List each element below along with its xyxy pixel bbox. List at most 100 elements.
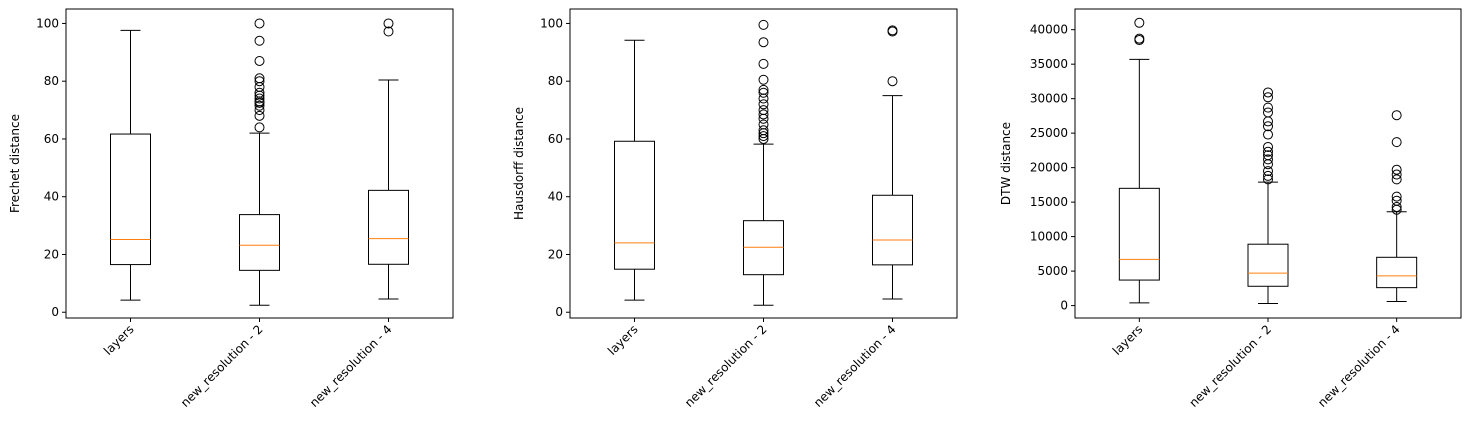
- outlier-point: [758, 125, 769, 136]
- outlier-point: [1263, 154, 1273, 165]
- outlier-point: [758, 131, 769, 142]
- box-3: [872, 25, 913, 300]
- box-1: [110, 29, 151, 301]
- outlier-point: [1391, 164, 1402, 175]
- outlier-point: [254, 18, 265, 29]
- outlier-point: [254, 110, 265, 121]
- outlier-point: [383, 18, 394, 29]
- y-tick-label: 40: [44, 190, 59, 204]
- outlier-point: [254, 93, 265, 104]
- y-tick-label: 60: [44, 132, 59, 146]
- outlier-point: [758, 74, 769, 85]
- box-2: [239, 18, 280, 306]
- chart-panel-3: 0 5000 10000 15000 20000 25000 30000 35000 40000…: [999, 8, 1462, 410]
- iqr-box: [1247, 243, 1289, 287]
- outlier-point: [758, 105, 769, 116]
- chart-panel-1: 0 20 40 60 80 100 layers new_resolution - 2 new_…: [8, 8, 454, 410]
- outlier-point: [254, 73, 265, 84]
- y-tick-label: 20: [548, 247, 563, 261]
- outlier-point: [758, 109, 769, 120]
- x-tick-label: new_resolution - 4: [811, 322, 899, 410]
- outlier-point: [254, 87, 265, 98]
- outlier-point: [1263, 174, 1273, 185]
- x-tick-label: new_resolution - 4: [307, 322, 395, 410]
- iqr-box: [1376, 256, 1418, 289]
- y-tick-label: 40: [548, 190, 563, 204]
- y-tick-label: 20000: [1030, 161, 1068, 175]
- outlier-point: [254, 55, 265, 66]
- y-tick-label: 5000: [1037, 264, 1068, 278]
- y-tick-label: 30000: [1030, 92, 1068, 106]
- y-tick-label: 35000: [1030, 57, 1068, 71]
- iqr-box: [614, 140, 655, 270]
- y-tick-label: 10000: [1030, 230, 1068, 244]
- iqr-box: [872, 194, 913, 266]
- y-tick-label: 100: [540, 16, 563, 30]
- y-axis-label: Hausdorff distance: [512, 107, 526, 220]
- box-3: [368, 18, 409, 300]
- outlier-point: [1391, 191, 1402, 202]
- outlier-point: [1391, 195, 1402, 206]
- box-1: [1118, 17, 1160, 304]
- box-1: [614, 39, 655, 301]
- x-tick-label: new_resolution - 4: [1315, 322, 1403, 410]
- outlier-point: [254, 100, 265, 111]
- y-axis-label: DTW distance: [999, 122, 1013, 205]
- outlier-point: [1263, 150, 1273, 161]
- outlier-point: [1391, 169, 1402, 180]
- outlier-point: [1391, 110, 1402, 121]
- outlier-point: [1263, 170, 1273, 181]
- x-tick-label: layers: [101, 322, 137, 358]
- y-tick-label: 0: [555, 305, 563, 319]
- chart-panel-2: 0 20 40 60 80 100 layers new_resolution - 2 new_…: [512, 8, 958, 410]
- iqr-box: [368, 189, 409, 265]
- y-tick-label: 80: [548, 74, 563, 88]
- outlier-point: [1263, 146, 1273, 157]
- box-3: [1376, 110, 1418, 302]
- outlier-point: [1263, 166, 1273, 177]
- outlier-point: [1391, 137, 1402, 148]
- outlier-point: [1263, 107, 1273, 118]
- outlier-point: [887, 76, 898, 87]
- outlier-point: [1134, 17, 1145, 28]
- outlier-point: [758, 84, 769, 95]
- y-tick-label: 15000: [1030, 195, 1068, 209]
- y-tick-label: 0: [1060, 299, 1068, 313]
- x-tick-label: new_resolution - 2: [178, 322, 266, 410]
- outlier-point: [758, 87, 769, 98]
- outlier-point: [758, 19, 769, 30]
- axes-frame: [1074, 8, 1462, 319]
- x-tick-label: new_resolution - 2: [1186, 322, 1274, 410]
- outlier-point: [254, 122, 265, 133]
- y-axis-label: Frechet distance: [8, 114, 22, 213]
- y-tick-label: 100: [36, 16, 59, 30]
- iqr-box: [1118, 187, 1160, 281]
- outlier-point: [1263, 129, 1273, 140]
- outlier-point: [758, 37, 769, 48]
- box-2: [743, 19, 784, 306]
- y-tick-label: 25000: [1030, 126, 1068, 140]
- outlier-point: [1263, 102, 1273, 113]
- x-tick-label: new_resolution - 2: [682, 322, 770, 410]
- iqr-box: [110, 133, 151, 266]
- outlier-point: [887, 25, 898, 36]
- outlier-point: [758, 119, 769, 130]
- outlier-point: [758, 99, 769, 110]
- outlier-point: [1391, 201, 1402, 212]
- y-tick-label: 80: [44, 74, 59, 88]
- outlier-point: [1263, 141, 1273, 152]
- iqr-box: [239, 214, 280, 271]
- axes-frame: [65, 8, 454, 319]
- y-tick-label: 0: [51, 305, 59, 319]
- outlier-point: [383, 26, 394, 37]
- box-2: [1247, 87, 1289, 305]
- x-tick-label: layers: [605, 322, 641, 358]
- outlier-point: [254, 35, 265, 46]
- y-tick-label: 60: [548, 132, 563, 146]
- axes-frame: [569, 8, 958, 319]
- outlier-point: [758, 58, 769, 69]
- outlier-point: [1391, 174, 1402, 185]
- outlier-point: [1134, 33, 1145, 44]
- outlier-point: [254, 76, 265, 87]
